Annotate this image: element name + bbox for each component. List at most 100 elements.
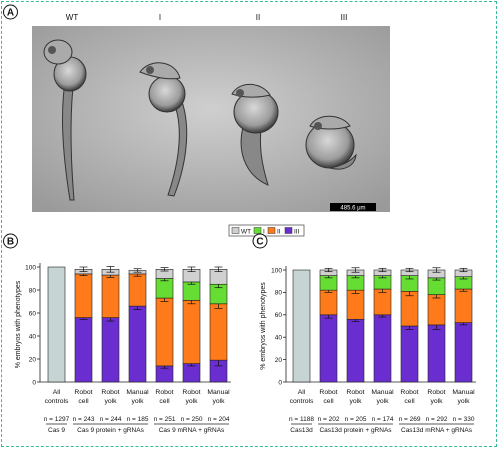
- bar-c-4-iii: [400, 325, 419, 383]
- legend-label-i: I: [263, 229, 265, 236]
- scale-bar: [330, 203, 376, 211]
- embryo-type-i-image: [139, 62, 188, 197]
- n-label-c-3: n = 174: [372, 416, 394, 423]
- legend-swatch-wt: [231, 227, 240, 234]
- panel-b-badge: [3, 233, 18, 249]
- n-label-b-0: n = 1297: [44, 416, 70, 423]
- y-axis-label-c: % embryos with phenotypes: [260, 282, 267, 370]
- n-label-c-0: n = 1188: [289, 416, 314, 423]
- group-label-c-0: Cas13d: [290, 427, 313, 434]
- bar-c-5-iii: [427, 324, 446, 383]
- bar-b-2-ii: [101, 274, 120, 318]
- panel-a-label: A: [7, 8, 14, 19]
- bar-b-5-i: [182, 281, 201, 301]
- bar-c-3-iii: [373, 314, 392, 383]
- phenotype-label-i: I: [159, 13, 161, 22]
- bar-c-1-iii: [319, 314, 338, 383]
- legend-swatch-ii: [267, 227, 276, 234]
- category-label-b-1-line1: Robot: [74, 389, 92, 396]
- bar-c-6-ii: [454, 288, 473, 323]
- y-axis-label-b: % embryos with phenotypes: [15, 280, 22, 368]
- embryo-type-iii-image: [305, 115, 357, 170]
- group-label-b-2: Cas 9 mRNA + gRNAs: [159, 427, 225, 434]
- bar-c-1-ii: [319, 289, 338, 316]
- category-label-b-2-line1: Robot: [101, 389, 119, 396]
- phenotype-label-iii: III: [341, 13, 348, 22]
- category-label-b-5-line2: yolk: [185, 398, 198, 405]
- category-label-b-4-line2: cell: [159, 398, 170, 405]
- n-label-c-6: n = 330: [453, 416, 475, 423]
- n-label-b-5: n = 250: [181, 416, 203, 423]
- bar-c-2-iii: [346, 318, 365, 383]
- y-tick-label-b-0: 0: [32, 379, 36, 386]
- bar-c-0-wt: [292, 269, 311, 383]
- bar-b-0-wt: [47, 266, 66, 383]
- y-tick-label-c-100: 100: [271, 267, 282, 274]
- category-label-b-6-line1: Manual: [207, 389, 230, 396]
- category-label-b-6-line2: yolk: [212, 398, 225, 405]
- n-label-b-6: n = 204: [208, 416, 230, 423]
- n-label-c-2: n = 205: [345, 416, 367, 423]
- category-label-b-5-line1: Robot: [182, 389, 200, 396]
- bar-c-3-ii: [373, 288, 392, 316]
- y-tick-label-b-80: 80: [29, 287, 37, 294]
- legend-label-wt: WT: [241, 229, 251, 236]
- n-label-b-1: n = 243: [73, 416, 95, 423]
- phenotype-label-wt: WT: [66, 13, 79, 22]
- category-label-c-2-line2: yolk: [349, 398, 362, 405]
- legend-swatch-i: [253, 227, 262, 234]
- category-label-b-0-line2: controls: [45, 398, 69, 405]
- group-label-c-1: Cas13d protein + gRNAs: [319, 427, 392, 434]
- scale-bar-label: 485.6 μm: [340, 206, 365, 212]
- n-label-c-1: n = 202: [318, 416, 340, 423]
- category-label-c-6-line1: Manual: [452, 389, 475, 396]
- legend-box: [228, 224, 305, 237]
- embryo-type-ii-image: [231, 83, 279, 186]
- panel-b-label: B: [7, 237, 14, 248]
- bar-b-6-ii: [209, 303, 228, 361]
- y-tick-label-c-40: 40: [275, 335, 283, 342]
- bar-b-1-ii: [74, 273, 93, 318]
- bar-b-1-iii: [74, 317, 93, 383]
- bar-b-5-iii: [182, 363, 201, 383]
- y-tick-label-c-80: 80: [275, 290, 283, 297]
- y-tick-label-b-40: 40: [29, 333, 37, 340]
- bar-c-2-ii: [346, 289, 365, 320]
- panel-a-badge: [3, 4, 18, 20]
- category-label-b-1-line2: cell: [78, 398, 89, 405]
- category-label-c-3-line2: yolk: [376, 398, 389, 405]
- y-tick-label-b-60: 60: [29, 310, 37, 317]
- legend-label-ii: II: [277, 229, 281, 236]
- category-label-c-0-line1: All: [298, 389, 306, 396]
- category-label-c-4-line1: Robot: [400, 389, 418, 396]
- bar-b-5-ii: [182, 300, 201, 364]
- group-label-b-0: Cas 9: [48, 427, 65, 434]
- chart-b: 0 20 40 60 80 100 % embryos with phenotypes All…: [15, 263, 231, 434]
- legend: WT I II III: [228, 224, 305, 237]
- category-label-c-5-line2: yolk: [430, 398, 443, 405]
- bar-b-4-i: [155, 278, 174, 299]
- bar-c-5-ii: [427, 294, 446, 326]
- y-tick-label-c-60: 60: [275, 312, 283, 319]
- y-tick-label-b-100: 100: [25, 264, 36, 271]
- embryo-wt-image: [43, 39, 87, 201]
- n-label-b-4: n = 251: [154, 416, 176, 423]
- legend-label-iii: III: [294, 229, 300, 236]
- category-label-b-3-line2: yolk: [131, 398, 144, 405]
- category-label-c-5-line1: Robot: [427, 389, 445, 396]
- category-label-b-3-line1: Manual: [126, 389, 149, 396]
- panel-a: A WT I II III: [3, 4, 390, 212]
- category-label-c-2-line1: Robot: [346, 389, 364, 396]
- category-label-c-1-line2: cell: [323, 398, 334, 405]
- y-tick-label-c-20: 20: [275, 357, 283, 364]
- bar-c-6-iii: [454, 322, 473, 383]
- bar-b-4-ii: [155, 297, 174, 367]
- category-label-b-0-line1: All: [53, 389, 61, 396]
- category-label-c-1-line1: Robot: [319, 389, 337, 396]
- n-label-c-5: n = 292: [426, 416, 448, 423]
- category-label-c-0-line2: controls: [290, 398, 314, 405]
- bar-c-4-ii: [400, 290, 419, 327]
- category-label-b-4-line1: Robot: [155, 389, 173, 396]
